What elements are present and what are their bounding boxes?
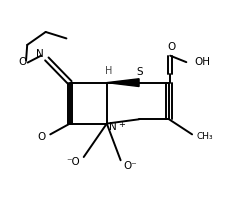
Text: OH: OH bbox=[194, 57, 210, 67]
Text: +: + bbox=[118, 120, 125, 128]
Polygon shape bbox=[106, 79, 138, 87]
Text: O: O bbox=[37, 132, 45, 141]
Text: N: N bbox=[108, 122, 116, 132]
Text: S: S bbox=[136, 67, 142, 77]
Text: O: O bbox=[167, 42, 175, 52]
Text: O: O bbox=[18, 57, 27, 67]
Text: N: N bbox=[36, 49, 44, 59]
Text: ⁻O: ⁻O bbox=[66, 157, 80, 167]
Text: CH₃: CH₃ bbox=[196, 132, 212, 141]
Text: O⁻: O⁻ bbox=[122, 161, 136, 171]
Text: H: H bbox=[105, 66, 112, 76]
